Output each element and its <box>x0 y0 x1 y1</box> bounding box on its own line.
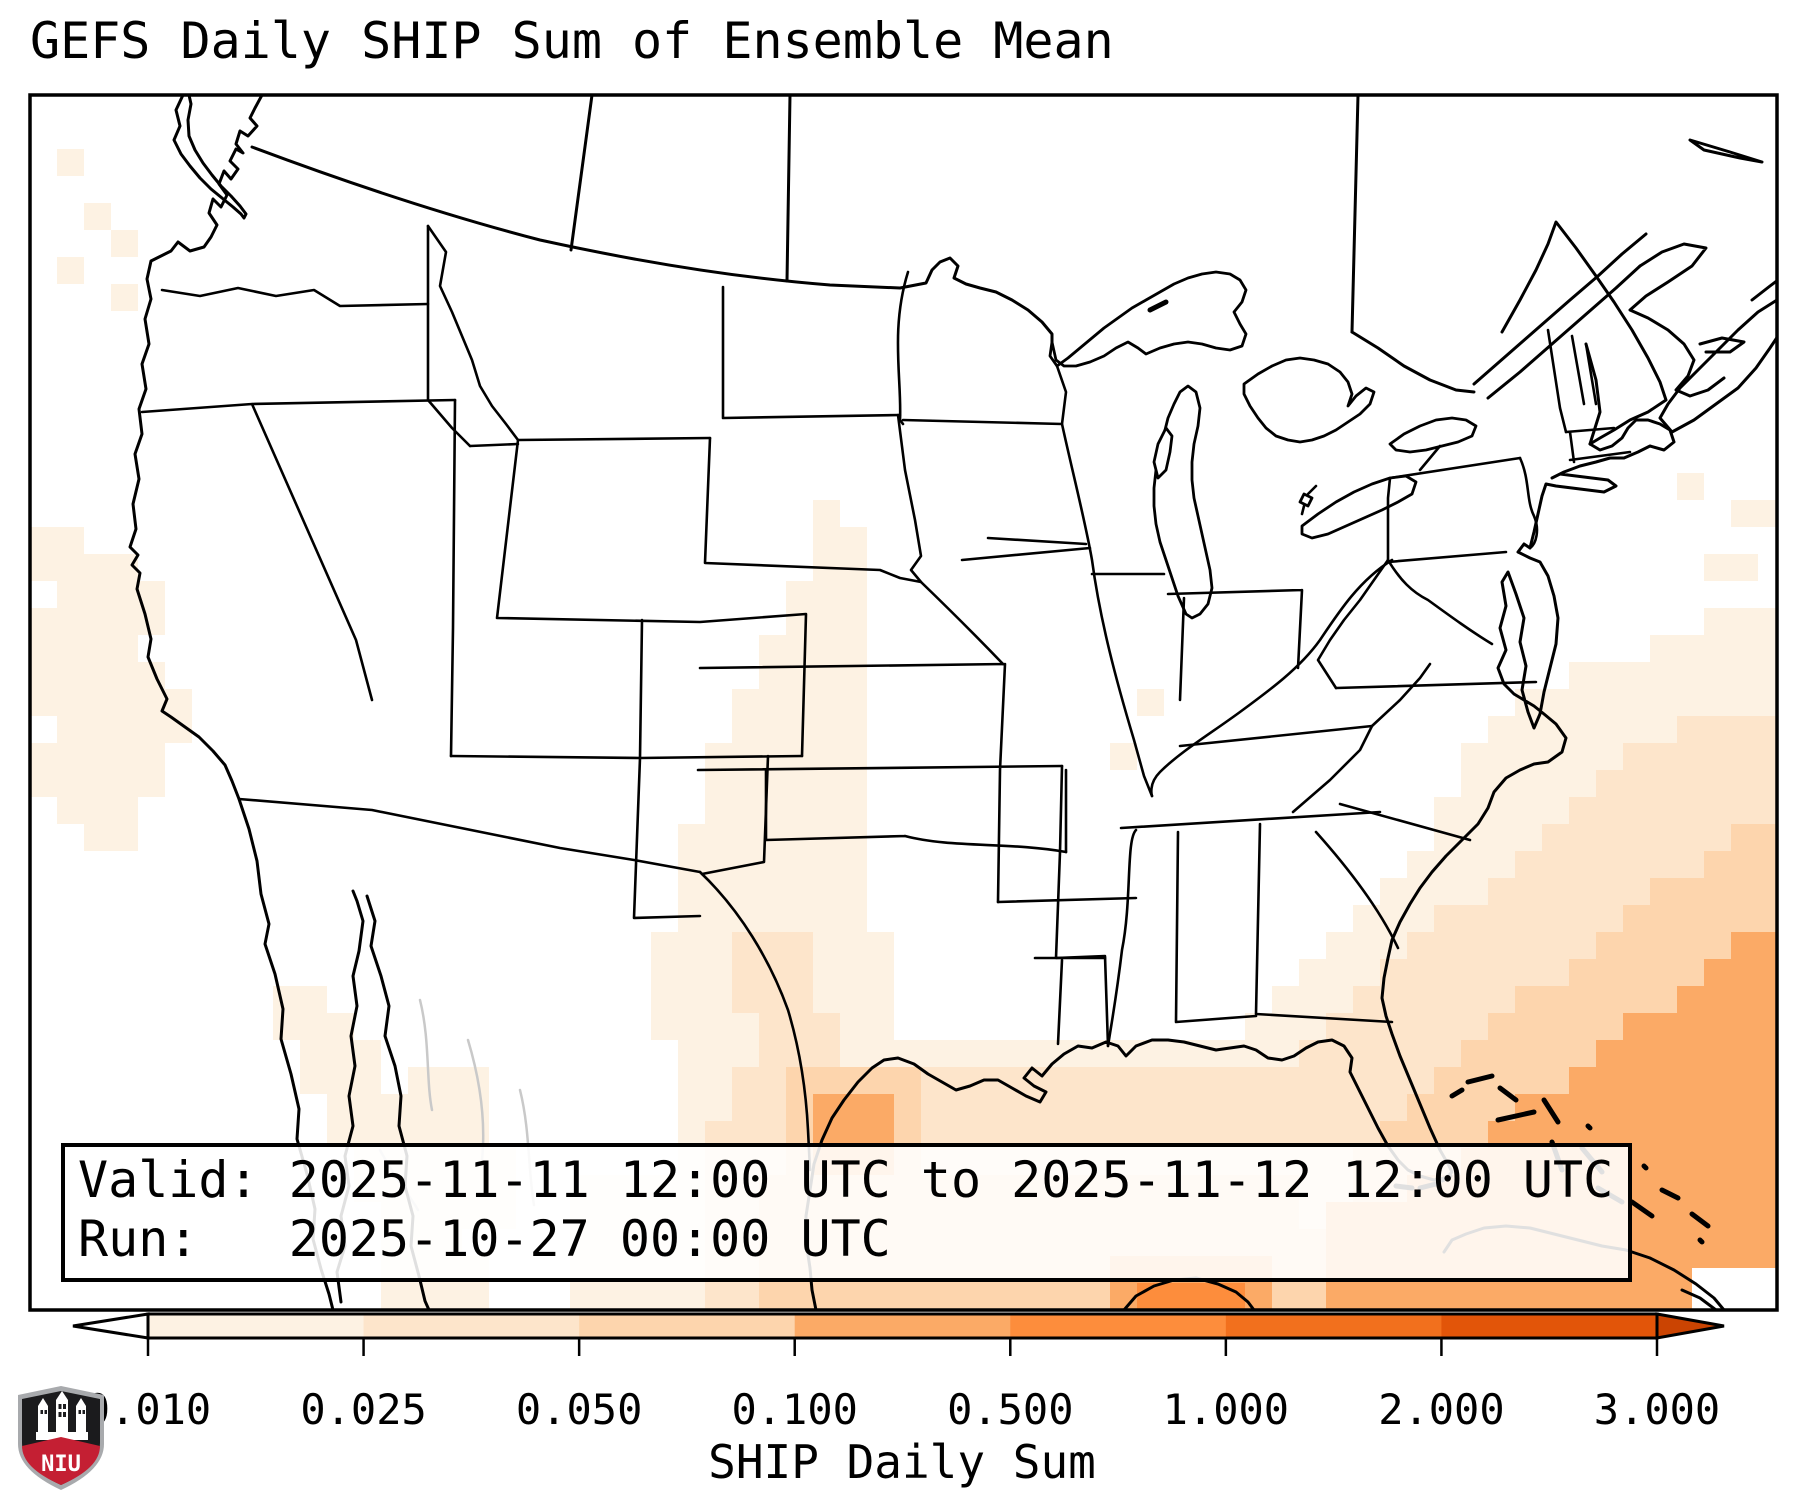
heat-cell <box>1515 1094 1777 1121</box>
heat-cell <box>57 716 192 743</box>
colorbar-outline <box>146 1312 1659 1340</box>
info-box-run-line: Run: 2025-10-27 00:00 UTC <box>78 1210 891 1268</box>
heat-cell <box>1137 689 1164 716</box>
no-data-mask-layer <box>1692 1268 1777 1310</box>
heat-cell <box>57 581 165 608</box>
heat-cell <box>57 257 84 284</box>
colorbar-tick-label: 0.010 <box>85 1385 211 1434</box>
heat-cell <box>1569 662 1777 689</box>
heat-cell <box>1650 635 1777 662</box>
colorbar-tick-label: 0.025 <box>300 1385 426 1434</box>
heat-cell <box>1623 743 1777 770</box>
heat-cell <box>1677 716 1777 743</box>
heat-cell <box>813 527 867 581</box>
heat-cell <box>678 824 867 932</box>
colorbar-segment <box>148 1314 365 1338</box>
colorbar-tick-label: 0.100 <box>731 1385 857 1434</box>
heat-cell <box>30 689 192 716</box>
heat-cell <box>1677 986 1777 1013</box>
heat-cell <box>84 824 138 851</box>
heat-cell <box>408 1067 489 1148</box>
heat-cell <box>1515 689 1777 716</box>
heat-cell <box>30 743 165 770</box>
colorbar-tick-label: 0.500 <box>947 1385 1073 1434</box>
heat-cell <box>1704 608 1777 635</box>
colorbar-over-arrow <box>1655 1312 1725 1340</box>
niu-logo-text: NIU <box>41 1452 81 1477</box>
heat-cell <box>813 500 840 527</box>
colorbar-tick-label: 3.000 <box>1594 1385 1720 1434</box>
heat-cell <box>759 635 867 689</box>
info-box: Valid: 2025-11-11 12:00 UTC to 2025-11-1… <box>61 1143 1632 1282</box>
heat-cell <box>1731 500 1777 527</box>
heat-cell <box>1650 878 1777 905</box>
colorbar-tick-label: 1.000 <box>1163 1385 1289 1434</box>
heat-cell <box>273 1013 354 1040</box>
heat-cell <box>1569 797 1777 824</box>
heat-cell <box>1569 1067 1777 1094</box>
colorbar-under-arrow <box>72 1312 150 1340</box>
heat-cell <box>57 797 138 824</box>
heat-cell <box>327 1094 408 1148</box>
colorbar-tick-label: 2.000 <box>1378 1385 1504 1434</box>
heat-cell <box>30 554 138 581</box>
heat-cell <box>786 581 867 635</box>
niu-shield-band <box>22 1437 100 1485</box>
heat-cell <box>111 230 138 257</box>
colorbar-axis-label: SHIP Daily Sum <box>708 1435 1096 1489</box>
heat-cell <box>1731 932 1777 959</box>
state-borders <box>140 224 1632 1172</box>
heat-cell <box>30 635 138 662</box>
niu-logo: NIU <box>18 1386 104 1490</box>
info-box-valid-line: Valid: 2025-11-11 12:00 UTC to 2025-11-1… <box>78 1151 1613 1209</box>
heat-cell <box>1704 554 1758 581</box>
heat-cell <box>1623 1013 1777 1040</box>
heat-cell <box>30 662 165 689</box>
heat-cell <box>1704 959 1777 986</box>
heat-cell <box>30 608 165 635</box>
colorbar-segment <box>579 1314 796 1338</box>
no-data-mask <box>1692 1268 1777 1310</box>
colorbar-tick-label: 0.050 <box>516 1385 642 1434</box>
colorbar-segment <box>794 1314 1011 1338</box>
heat-cell <box>84 203 111 230</box>
heat-cell <box>1677 473 1704 500</box>
colorbar-segment <box>363 1314 580 1338</box>
colorbar-segment <box>1441 1314 1658 1338</box>
plot-title: GEFS Daily SHIP Sum of Ensemble Mean <box>30 12 1114 70</box>
heat-cell <box>1704 851 1777 878</box>
heat-cell <box>732 689 867 743</box>
heat-cell <box>1623 905 1777 932</box>
colorbar: 0.010 0.025 0.050 0.100 0.500 1.000 2.000 3.000 <box>72 1312 1725 1434</box>
castle-windows <box>40 1404 85 1417</box>
info-box-bg <box>61 1143 1632 1282</box>
map-frame <box>28 93 1779 1312</box>
heat-cell <box>1596 1040 1777 1067</box>
heat-cell <box>111 284 138 311</box>
heat-cell <box>300 1040 381 1094</box>
heat-cell <box>30 527 84 554</box>
heat-cell <box>57 149 84 176</box>
heat-cell <box>1731 824 1777 851</box>
colorbar-segment <box>1010 1314 1227 1338</box>
heat-cell <box>138 770 165 797</box>
heat-cell <box>30 770 138 797</box>
heat-cell <box>1596 770 1777 797</box>
heat-cell <box>1110 743 1137 770</box>
colorbar-segment <box>1225 1314 1442 1338</box>
